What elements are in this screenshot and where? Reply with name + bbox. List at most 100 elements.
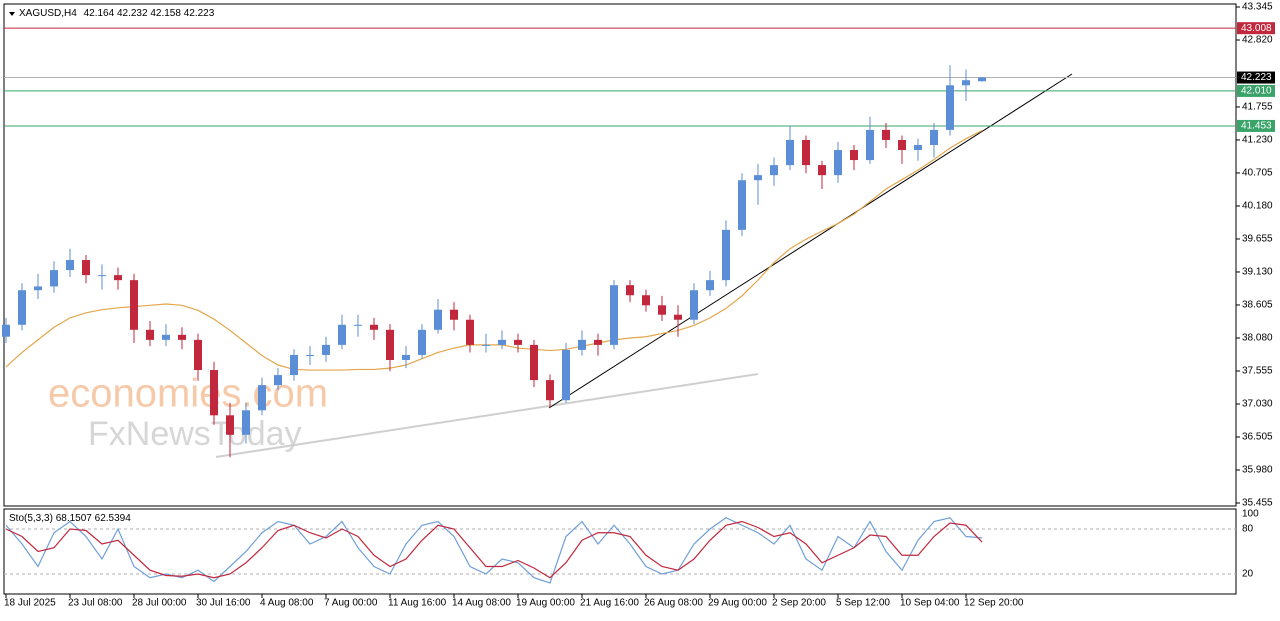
y-tick-label: 36.505 <box>1242 432 1273 443</box>
close: 42.223 <box>184 8 215 19</box>
level-label-box <box>1237 84 1275 97</box>
candle-body <box>338 324 346 345</box>
candle-body <box>386 329 394 360</box>
candle-body <box>98 275 106 277</box>
candle-body <box>226 415 234 435</box>
candle-body <box>578 339 586 350</box>
x-tick-label: 21 Aug 16:00 <box>580 598 639 609</box>
candle-body <box>834 150 842 176</box>
candle-body <box>354 324 362 326</box>
stoch-title: Sto(5,3,3) <box>9 513 53 524</box>
price-label: 42.223 <box>1241 72 1272 83</box>
candle-body <box>786 139 794 166</box>
candle-body <box>914 144 922 151</box>
candle-body <box>466 319 474 345</box>
candle-body <box>562 349 570 401</box>
x-tick-label: 12 Sep 20:00 <box>964 598 1024 609</box>
watermark: economies.com FxNewsToday <box>48 372 328 453</box>
candle-body <box>962 80 970 86</box>
x-tick-label: 30 Jul 16:00 <box>196 598 251 609</box>
candle-body <box>658 305 666 315</box>
candle-body <box>770 165 778 176</box>
candle-body <box>930 129 938 145</box>
dropdown-icon <box>9 12 15 16</box>
y-tick-label: 100 <box>1242 509 1259 520</box>
candle-body <box>642 295 650 306</box>
candle-body <box>946 85 954 130</box>
level-label: 43.008 <box>1241 23 1272 34</box>
candle-body <box>802 139 810 166</box>
y-tick-label: 40.180 <box>1242 201 1273 212</box>
y-tick-label: 37.555 <box>1242 366 1273 377</box>
candle-body <box>34 286 42 291</box>
candle-body <box>370 324 378 330</box>
candle-body <box>514 339 522 345</box>
candle-body <box>306 354 314 356</box>
y-tick-label: 20 <box>1242 569 1254 580</box>
y-tick-label: 35.980 <box>1242 465 1273 476</box>
candle-body <box>402 354 410 360</box>
stochastic-line <box>5 520 983 579</box>
stoch-header: Sto(5,3,3) 68.1507 62.5394 <box>9 513 131 524</box>
stoch-panel <box>3 508 1237 595</box>
y-tick-label: 41.230 <box>1242 135 1273 146</box>
candle-body <box>290 354 298 376</box>
candle-body <box>434 309 442 330</box>
candle-body <box>146 329 154 340</box>
x-tick-label: 14 Aug 08:00 <box>452 598 511 609</box>
x-tick-label: 29 Aug 00:00 <box>708 598 767 609</box>
header: XAGUSD,H4 42.164 42.232 42.158 42.223 <box>19 8 215 19</box>
y-tick-label: 38.080 <box>1242 333 1273 344</box>
level-label-box <box>1237 22 1275 35</box>
candle-body <box>450 309 458 320</box>
x-tick-label: 2 Sep 20:00 <box>772 598 826 609</box>
candle-body <box>210 370 218 416</box>
candle-body <box>818 165 826 176</box>
y-tick-label: 43.345 <box>1242 2 1273 13</box>
candle-body <box>674 314 682 320</box>
candle-body <box>898 139 906 151</box>
candle-body <box>242 410 250 435</box>
moving-average <box>5 129 983 371</box>
candle-body <box>850 150 858 161</box>
x-tick-label: 26 Aug 08:00 <box>644 598 703 609</box>
candle-body <box>18 290 26 325</box>
candle-body <box>322 344 330 355</box>
y-tick-label: 37.030 <box>1242 399 1273 410</box>
price-label-box <box>1237 71 1275 84</box>
candle-body <box>162 334 170 340</box>
candle-body <box>546 380 554 401</box>
candle-body <box>882 129 890 140</box>
x-tick-label: 28 Jul 00:00 <box>132 598 187 609</box>
candle-body <box>418 329 426 355</box>
candle-body <box>194 339 202 371</box>
candle-body <box>626 285 634 296</box>
trend-line <box>215 373 759 458</box>
level-label-box <box>1237 119 1275 132</box>
y-tick-label: 42.820 <box>1242 35 1273 46</box>
candle-body <box>2 324 10 337</box>
x-tick-label: 10 Sep 04:00 <box>900 598 960 609</box>
open: 42.164 <box>84 8 115 19</box>
candle-body <box>66 260 74 271</box>
candle-body <box>178 334 186 340</box>
trend-line <box>548 73 1073 409</box>
x-tick-label: 4 Aug 08:00 <box>260 598 314 609</box>
y-tick-label: 35.455 <box>1242 498 1273 509</box>
x-tick-label: 18 Jul 2025 <box>4 598 56 609</box>
candle-body <box>706 280 714 291</box>
candle-body <box>130 280 138 330</box>
level-label: 41.453 <box>1241 121 1272 132</box>
high: 42.232 <box>117 8 148 19</box>
candle-body <box>594 339 602 345</box>
y-tick-label: 41.755 <box>1242 102 1273 113</box>
candle-body <box>258 385 266 411</box>
y-tick-label: 38.605 <box>1242 300 1273 311</box>
x-tick-label: 19 Aug 00:00 <box>516 598 575 609</box>
y-tick-label: 39.655 <box>1242 234 1273 245</box>
candle-body <box>114 275 122 281</box>
candle-body <box>690 290 698 320</box>
symbol: XAGUSD,H4 <box>19 8 77 19</box>
